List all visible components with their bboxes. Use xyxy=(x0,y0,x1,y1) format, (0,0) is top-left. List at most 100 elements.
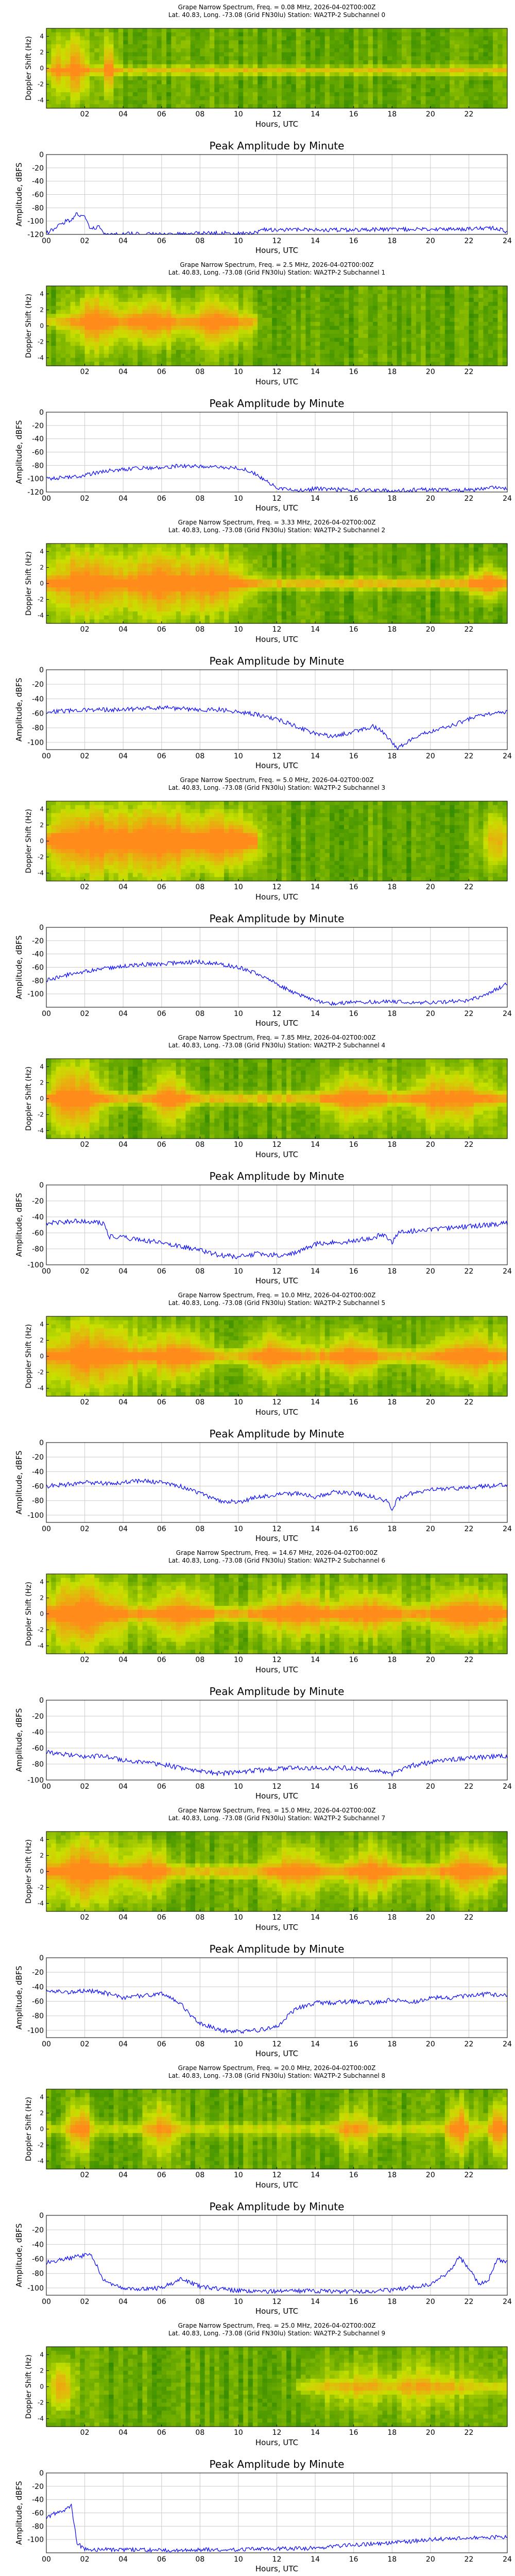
spectrum-cell xyxy=(445,28,450,32)
spectrum-cell xyxy=(166,100,171,105)
spectrum-cell xyxy=(166,53,171,57)
spectrum-cell xyxy=(248,310,253,314)
spectrum-cell xyxy=(94,310,99,314)
spectrum-cell xyxy=(109,591,114,596)
spectrum-cell xyxy=(450,314,455,318)
spectrum-cell xyxy=(176,596,181,600)
spectrum-cell xyxy=(128,44,133,48)
spectrum-cell xyxy=(147,544,152,548)
spectrum-cell xyxy=(90,48,95,53)
spectrum-cell xyxy=(90,69,95,73)
spectrum-cell xyxy=(320,314,325,318)
spectrum-cell xyxy=(315,318,320,322)
spectrum-cell xyxy=(118,56,124,60)
spectrum-cell xyxy=(411,354,417,358)
spectrum-cell xyxy=(320,56,325,60)
spectrum-cell xyxy=(478,32,484,37)
spectrum-cell xyxy=(301,306,306,310)
spectrum-cell xyxy=(166,564,171,568)
spectrum-cell xyxy=(488,334,493,338)
spectrum-cell xyxy=(191,544,196,548)
spectrum-cell xyxy=(219,294,225,298)
spectrum-cell xyxy=(229,84,234,89)
spectrum-cell xyxy=(258,104,263,108)
spectrum-cell xyxy=(474,76,479,80)
spectrum-cell xyxy=(51,346,56,350)
spectrum-cell xyxy=(320,76,325,80)
spectrum-cell xyxy=(421,69,426,73)
spectrum-cell xyxy=(128,306,133,310)
spectrum-cell xyxy=(258,318,263,322)
spectrum-cell xyxy=(397,350,402,354)
spectrum-cell xyxy=(234,88,239,92)
spectrum-cell xyxy=(104,322,109,326)
spectrum-cell xyxy=(445,60,450,64)
spectrum-cell xyxy=(219,338,225,342)
spectrum-cell xyxy=(426,76,431,80)
spectrum-cell xyxy=(330,306,335,310)
spectrum-cell xyxy=(90,544,95,548)
spectrum-cell xyxy=(176,591,181,596)
spectrum-cell xyxy=(109,80,114,84)
spectrum-cell xyxy=(305,92,311,96)
spectrum-cell xyxy=(263,571,268,575)
spectrum-cell xyxy=(282,342,287,346)
spectrum-cell xyxy=(263,584,268,588)
spectrum-cell xyxy=(152,318,157,322)
spectrum-cell xyxy=(51,302,56,306)
spectrum-cell xyxy=(229,310,234,314)
spectrum-cell xyxy=(191,568,196,572)
spectrum-cell xyxy=(109,350,114,354)
spectrum-cell xyxy=(166,92,171,96)
spectrum-cell xyxy=(253,84,258,89)
spectrum-cell xyxy=(325,56,330,60)
spectrum-cell xyxy=(474,40,479,44)
spectrum-cell xyxy=(56,568,61,572)
spectrum-cell xyxy=(454,334,459,338)
spectrum-cell xyxy=(85,294,90,298)
spectrum-cell xyxy=(123,302,128,306)
spectrum-cell xyxy=(200,92,205,96)
spectrum-cell xyxy=(128,28,133,32)
spectrum-cell xyxy=(176,564,181,568)
spectrum-cell xyxy=(459,40,465,44)
spectrum-cell xyxy=(181,548,186,552)
spectrum-cell xyxy=(277,53,282,57)
spectrum-cell xyxy=(488,76,493,80)
spectrum-cell xyxy=(152,330,157,334)
spectrum-cell xyxy=(109,564,114,568)
spectrum-cell xyxy=(118,298,124,302)
spectrum-cell xyxy=(142,310,147,314)
spectrum-cell xyxy=(75,552,80,556)
spectrum-cell xyxy=(114,346,119,350)
spectrum-cell xyxy=(229,591,234,596)
spectrum-cell xyxy=(402,342,407,346)
spectrum-cell xyxy=(358,358,364,362)
spectrum-cell xyxy=(272,334,277,338)
spectrum-cell xyxy=(272,596,277,600)
spectrum-cell xyxy=(61,544,66,548)
spectrum-cell xyxy=(138,72,143,76)
spectrum-cell xyxy=(305,84,311,89)
spectrum-cell xyxy=(152,354,157,358)
spectrum-cell xyxy=(166,32,171,37)
spectrum-cell xyxy=(61,96,66,100)
spectrum-cell xyxy=(99,362,105,366)
spectrum-cell xyxy=(267,560,272,564)
spectrum-cell xyxy=(325,342,330,346)
spectrum-cell xyxy=(138,28,143,32)
spectrum-cell xyxy=(440,342,445,346)
spectrum-cell xyxy=(123,53,128,57)
spectrum-cell xyxy=(123,330,128,334)
spectrum-cell xyxy=(368,76,373,80)
spectrum-cell xyxy=(133,571,138,575)
spectrum-cell xyxy=(128,330,133,334)
spectrum-cell xyxy=(205,53,210,57)
spectrum-cell xyxy=(392,322,397,326)
spectrum-cell xyxy=(219,591,225,596)
spectrum-cell xyxy=(229,28,234,32)
spectrum-cell xyxy=(166,80,171,84)
spectrum-cell xyxy=(205,32,210,37)
spectrum-cell xyxy=(311,334,316,338)
spectrum-cell xyxy=(118,286,124,290)
